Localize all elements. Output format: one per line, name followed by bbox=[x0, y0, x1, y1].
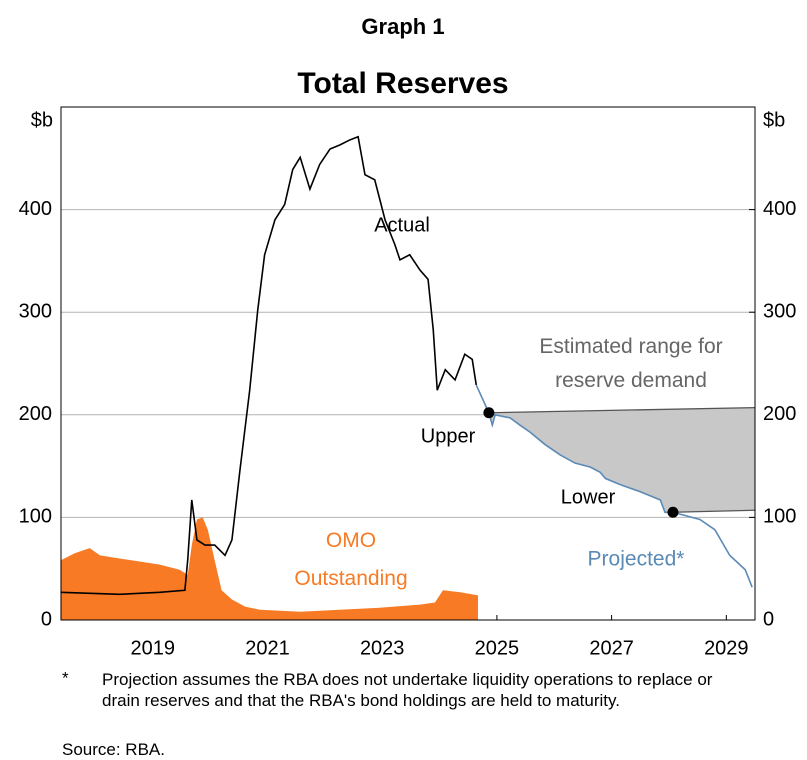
range-point bbox=[667, 506, 679, 518]
y-tick-label: 300 bbox=[19, 300, 52, 322]
y-unit: $b bbox=[31, 109, 53, 131]
y-tick-label: 400 bbox=[19, 198, 52, 220]
omo-label: OMO Outstanding bbox=[294, 529, 408, 590]
y-tick-label: 200 bbox=[19, 403, 52, 425]
y-tick-label: 100 bbox=[19, 506, 52, 528]
series-line bbox=[475, 384, 753, 588]
x-tick-label: 2025 bbox=[475, 637, 520, 659]
y2-tick-label: 200 bbox=[763, 403, 796, 425]
y2-tick-label: 100 bbox=[763, 506, 796, 528]
range-label: Estimated range for reserve demand bbox=[539, 335, 723, 392]
x-tick-label: 2019 bbox=[131, 637, 176, 659]
upper-label: Upper bbox=[421, 425, 476, 447]
range-line bbox=[672, 509, 756, 513]
x-tick-label: 2027 bbox=[589, 637, 634, 659]
footnote-mark: * bbox=[62, 668, 69, 687]
y2-tick-label: 300 bbox=[763, 300, 796, 322]
x-tick-label: 2023 bbox=[360, 637, 405, 659]
lower-label: Lower bbox=[561, 486, 616, 508]
actual-label: Actual bbox=[374, 214, 430, 236]
chart-title: Total Reserves bbox=[297, 67, 508, 100]
x-tick-label: 2029 bbox=[704, 637, 749, 659]
y2-tick-label: 400 bbox=[763, 198, 796, 220]
series-line bbox=[60, 135, 478, 596]
footnote: Projection assumes the RBA does not unde… bbox=[102, 670, 713, 710]
range-fill bbox=[488, 407, 755, 513]
range-point bbox=[483, 407, 495, 419]
source: Source: RBA. bbox=[62, 740, 165, 759]
y-tick-label: 0 bbox=[41, 608, 52, 630]
y2-unit: $b bbox=[763, 109, 785, 131]
y2-tick-label: 0 bbox=[763, 608, 774, 630]
x-tick-label: 2021 bbox=[245, 637, 290, 659]
graph-label: Graph 1 bbox=[361, 14, 444, 39]
projected-label: Projected* bbox=[588, 548, 685, 571]
plot-frame bbox=[60, 106, 756, 621]
omo-area bbox=[60, 517, 478, 620]
range-line bbox=[488, 406, 756, 414]
